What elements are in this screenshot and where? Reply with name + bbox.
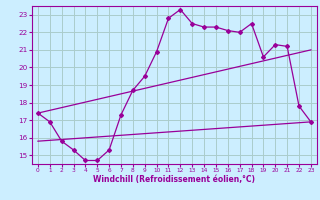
X-axis label: Windchill (Refroidissement éolien,°C): Windchill (Refroidissement éolien,°C) [93, 175, 255, 184]
